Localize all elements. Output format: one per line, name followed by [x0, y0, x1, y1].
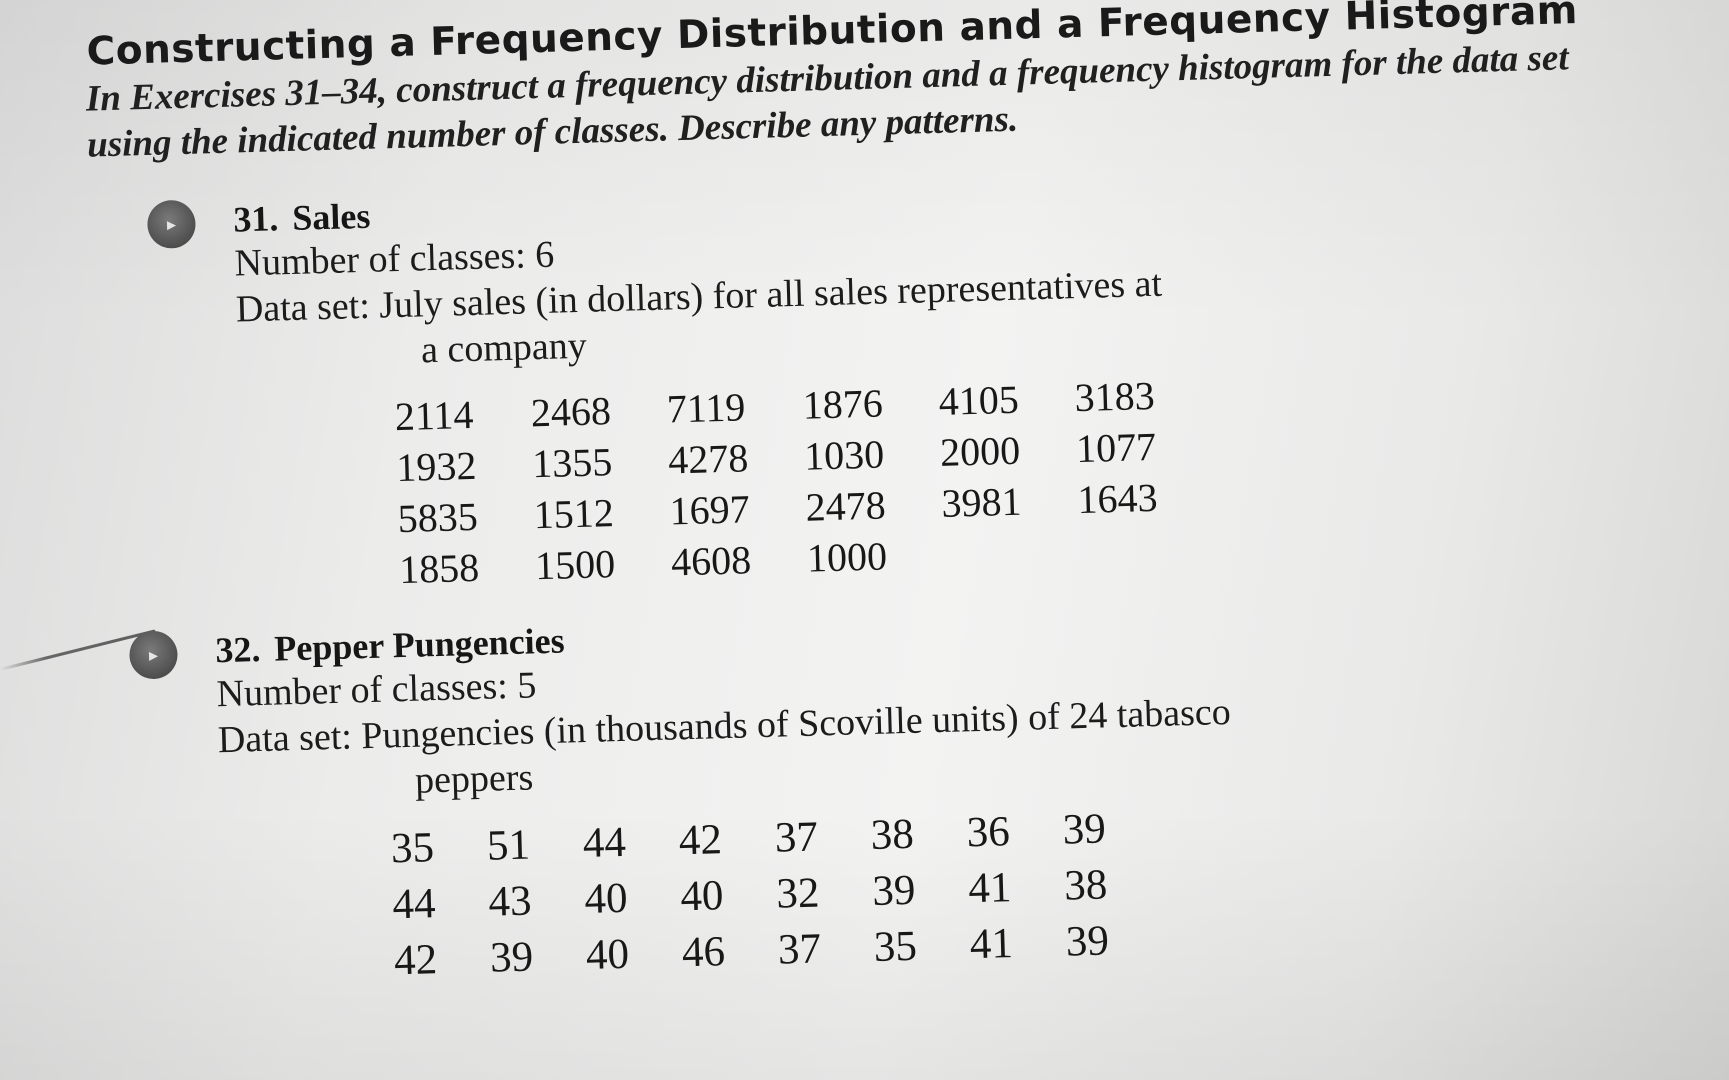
data-value: 44: [391, 880, 437, 929]
data-value: 38: [870, 810, 915, 860]
data-value: 43: [487, 877, 533, 926]
data-value: 42: [678, 816, 723, 865]
data-value: 40: [585, 930, 630, 979]
data-value: 2468: [530, 388, 612, 436]
data-value: 40: [679, 872, 725, 921]
data-value: 4608: [670, 537, 752, 585]
data-value: 35: [390, 824, 435, 873]
data-value: 1077: [1075, 423, 1157, 472]
data-value: 39: [489, 933, 534, 982]
data-value: 37: [777, 925, 822, 974]
data-value: 1000: [806, 533, 888, 581]
data-value: 4278: [667, 435, 749, 483]
data-value: 1858: [398, 544, 480, 593]
textbook-page: Constructing a Frequency Distribution an…: [72, 0, 1658, 997]
data-value: 7119: [666, 384, 746, 432]
exercise-31: ▸ 31. Sales Number of classes: 6 Data se…: [146, 159, 1648, 600]
data-value: 41: [967, 864, 1012, 913]
data-value: 1030: [803, 431, 885, 479]
data-value: 1355: [531, 439, 613, 487]
exercise-32: ▸ 32. Pepper Pungencies Number of classe…: [128, 589, 1659, 995]
exercise-title: Pepper Pungencies: [273, 620, 566, 669]
data-value: 1876: [802, 380, 884, 428]
data-value: 41: [969, 920, 1014, 969]
data-values: 2114 2468 7119 1876 4105 3183 1932 1355 …: [394, 357, 1647, 594]
data-value: 38: [1063, 861, 1108, 910]
data-value: 1643: [1076, 474, 1159, 523]
data-value: 4105: [938, 376, 1020, 424]
data-value: 39: [1065, 917, 1110, 966]
video-icon: ▸: [128, 630, 179, 680]
data-value: 46: [681, 928, 726, 977]
data-value: 51: [486, 821, 531, 870]
video-icon: ▸: [146, 199, 197, 249]
data-value: 5835: [397, 493, 479, 542]
exercise-number: 32.: [214, 628, 261, 671]
data-value: 2000: [939, 427, 1021, 475]
data-value: 39: [1062, 805, 1107, 854]
exercise-title: Sales: [291, 195, 371, 238]
data-value: 1500: [534, 541, 616, 589]
data-value: 44: [582, 818, 627, 868]
data-value: 35: [873, 922, 918, 971]
data-value: 32: [775, 869, 821, 918]
data-value: 3183: [1074, 372, 1156, 421]
data-value: 37: [774, 813, 819, 862]
data-value: 1697: [669, 486, 751, 534]
data-values: 35 51 44 42 37 38 36 39 44 43 40 40 32 3…: [390, 787, 1658, 988]
data-value: 2478: [804, 482, 887, 530]
data-value: 3981: [940, 478, 1023, 526]
data-value: 40: [583, 874, 629, 924]
data-value: 1512: [533, 490, 615, 538]
data-value: 39: [871, 866, 917, 915]
data-value: 1932: [395, 442, 477, 491]
exercise-number: 31.: [232, 198, 279, 240]
data-value: 2114: [394, 391, 475, 440]
data-value: 42: [393, 936, 438, 985]
data-value: 36: [966, 808, 1011, 857]
